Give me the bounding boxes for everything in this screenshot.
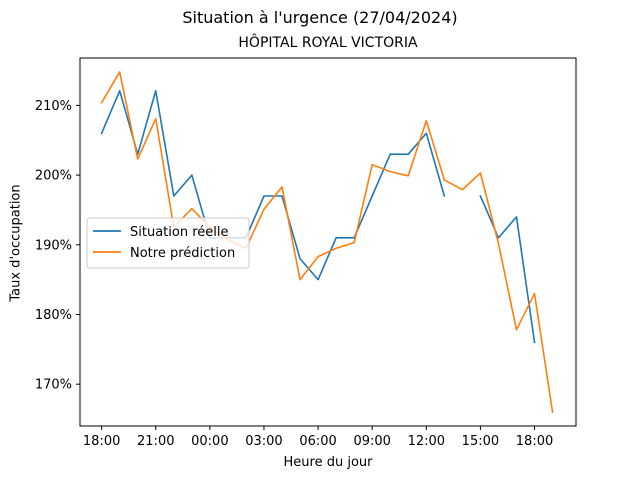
x-tick-label: 12:00 [408,434,445,449]
x-axis-ticks: 18:00 21:00 00:00 03:00 06:00 09:00 12:00 15:00… [83,426,553,449]
x-tick-label: 15:00 [462,434,499,449]
y-axis-label: Taux d'occupation [8,184,24,302]
x-axis-label: Heure du jour [283,455,373,470]
legend: Situation réelle Notre prédiction [86,217,250,269]
legend-box [86,217,250,269]
series-line-situation-reelle [100,89,536,344]
y-tick-label: 190% [35,238,72,253]
x-tick-label: 00:00 [191,434,228,449]
chart-title: HÔPITAL ROYAL VICTORIA [238,35,418,51]
y-tick-label: 210% [35,99,72,114]
y-tick-label: 170% [35,378,72,393]
y-tick-label: 200% [35,169,72,184]
legend-label-situation-reelle: Situation réelle [130,225,228,240]
x-tick-label: 03:00 [245,434,282,449]
y-axis-ticks: 170% 180% 190% 200% 210% [35,99,80,393]
x-tick-label: 09:00 [353,434,390,449]
axes-frame [79,57,577,427]
x-tick-label: 18:00 [516,434,553,449]
x-tick-label: 21:00 [137,434,174,449]
y-tick-label: 180% [35,308,72,323]
x-tick-label: 18:00 [83,434,120,449]
legend-label-notre-prediction: Notre prédiction [130,246,235,261]
chart-suptitle: Situation à l'urgence (27/04/2024) [182,8,458,27]
x-tick-label: 06:00 [299,434,336,449]
